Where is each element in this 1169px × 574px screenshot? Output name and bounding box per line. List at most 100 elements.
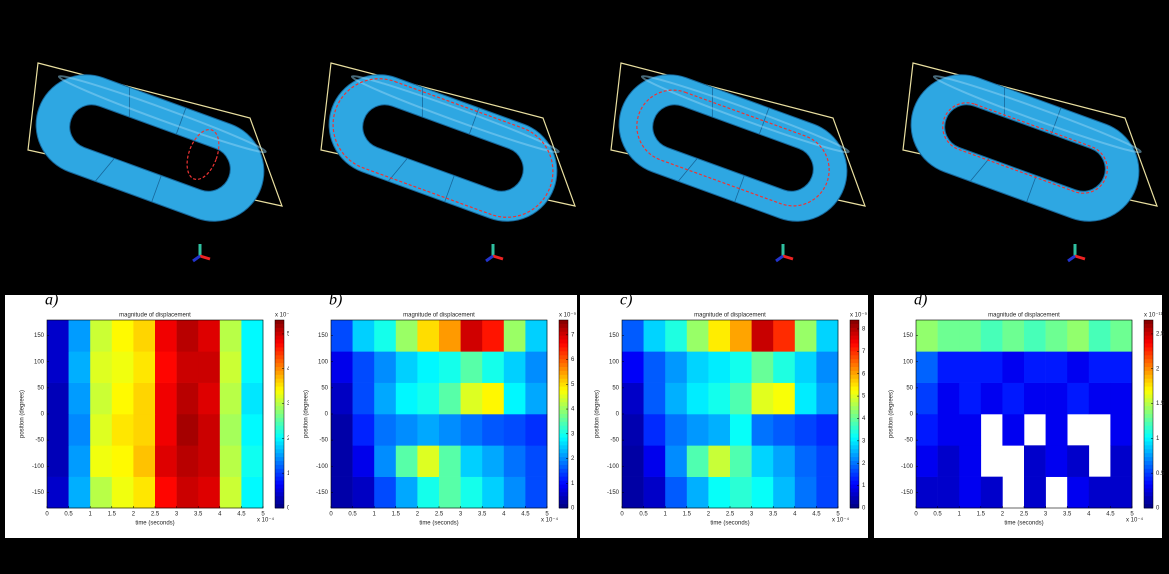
colorbar-segment — [275, 387, 284, 391]
colorbar-segment — [275, 347, 284, 351]
heatmap-cell — [112, 445, 134, 477]
heatmap-cell — [198, 445, 220, 477]
colorbar-segment — [275, 453, 284, 457]
y-tick-label: -150 — [607, 490, 620, 496]
colorbar-segment — [1144, 375, 1153, 379]
colorbar-segment — [559, 320, 568, 324]
colorbar-segment — [275, 410, 284, 414]
heatmap-cell — [461, 383, 483, 415]
colorbar-segment — [559, 391, 568, 395]
colorbar-segment — [559, 355, 568, 359]
panel-label: d) — [914, 292, 927, 309]
heatmap-cell — [112, 477, 134, 509]
heatmap-cell — [1067, 351, 1089, 383]
heatmap-cell — [981, 351, 1003, 383]
colorbar-segment — [559, 414, 568, 418]
y-tick-label: -100 — [901, 464, 914, 470]
y-axis-label: position (degrees) — [889, 390, 895, 438]
colorbar-segment — [850, 351, 859, 355]
colorbar-segment — [559, 375, 568, 379]
heatmap-cell — [112, 320, 134, 352]
colorbar-segment — [1144, 347, 1153, 351]
x-axis-label: time (seconds) — [135, 521, 174, 527]
colorbar-segment — [1144, 461, 1153, 465]
heatmap-cell — [622, 351, 644, 383]
y-tick-label: 100 — [609, 359, 620, 365]
heatmap-cell — [816, 383, 838, 415]
heatmap-cell — [461, 414, 483, 446]
x-tick-label: 0.5 — [348, 512, 357, 518]
colorbar-segment — [850, 492, 859, 496]
heatmap-cell — [155, 445, 177, 477]
colorbar-segment — [559, 430, 568, 434]
colorbar-segment — [275, 402, 284, 406]
heatmap-cell — [331, 414, 353, 446]
colorbar-segment — [850, 426, 859, 430]
colorbar-segment — [559, 426, 568, 430]
heatmap-cell — [220, 383, 242, 415]
heatmap-cell — [1067, 445, 1089, 477]
heatmap-cell — [353, 383, 375, 415]
heatmap-cell — [1110, 414, 1132, 446]
colorbar-segment — [850, 430, 859, 434]
colorbar-exponent: x 10⁻¹¹ — [1144, 313, 1163, 319]
x-axis-label: time (seconds) — [1004, 521, 1043, 527]
colorbar-segment — [275, 426, 284, 430]
colorbar-segment — [850, 438, 859, 442]
heatmap-cell — [938, 351, 960, 383]
figure: 00.511.522.533.544.55-150-100-5005010015… — [0, 0, 1169, 574]
heatmap-cell — [482, 445, 504, 477]
colorbar-segment — [275, 344, 284, 348]
colorbar-segment — [1144, 492, 1153, 496]
heatmap-cell — [525, 445, 547, 477]
heatmap-cell — [1089, 383, 1111, 415]
y-tick-label: 50 — [906, 385, 913, 391]
colorbar-segment — [275, 445, 284, 449]
y-tick-label: 50 — [321, 385, 328, 391]
y-axis-label: position (degrees) — [20, 390, 26, 438]
heatmap-cell — [773, 445, 795, 477]
colorbar-segment — [275, 477, 284, 481]
colorbar-segment — [559, 383, 568, 387]
heatmap-cell — [482, 320, 504, 352]
colorbar-segment — [275, 367, 284, 371]
colorbar-segment — [850, 465, 859, 469]
heatmap-cell — [241, 477, 263, 509]
colorbar-segment — [559, 336, 568, 340]
heatmap-cell — [417, 445, 439, 477]
heatmap-cell — [687, 445, 709, 477]
colorbar-segment — [1144, 371, 1153, 375]
heatmap-cell — [622, 477, 644, 509]
x-tick-label: 0.5 — [64, 512, 73, 518]
colorbar-segment — [275, 461, 284, 465]
heatmap-cell — [241, 445, 263, 477]
heatmap-cell — [504, 414, 526, 446]
heatmap-cell — [331, 445, 353, 477]
heatmap-cell — [198, 477, 220, 509]
x-exponent: x 10⁻⁴ — [1126, 517, 1144, 524]
x-tick-label: 1.5 — [683, 512, 692, 518]
y-tick-label: 150 — [609, 333, 620, 339]
x-exponent: x 10⁻⁴ — [257, 517, 275, 524]
heatmap-cell — [396, 477, 418, 509]
colorbar-segment — [275, 406, 284, 410]
heatmap-cell — [439, 477, 461, 509]
rendering — [605, 61, 865, 261]
colorbar-segment — [850, 481, 859, 485]
colorbar-segment — [559, 488, 568, 492]
heatmap-cell — [622, 445, 644, 477]
heatmap-cell — [461, 351, 483, 383]
colorbar-segment — [1144, 441, 1153, 445]
colorbar-segment — [1144, 453, 1153, 457]
heatmap-cell — [155, 414, 177, 446]
heatmap-cell — [795, 445, 817, 477]
colorbar-segment — [559, 477, 568, 481]
heatmap-cell — [417, 414, 439, 446]
heatmap-cell — [374, 320, 396, 352]
y-tick-label: -100 — [607, 464, 620, 470]
heatmap-cell — [665, 445, 687, 477]
colorbar-segment — [559, 461, 568, 465]
heatmap-cell — [816, 320, 838, 352]
heatmap-cell — [916, 383, 938, 415]
colorbar-segment — [1144, 336, 1153, 340]
